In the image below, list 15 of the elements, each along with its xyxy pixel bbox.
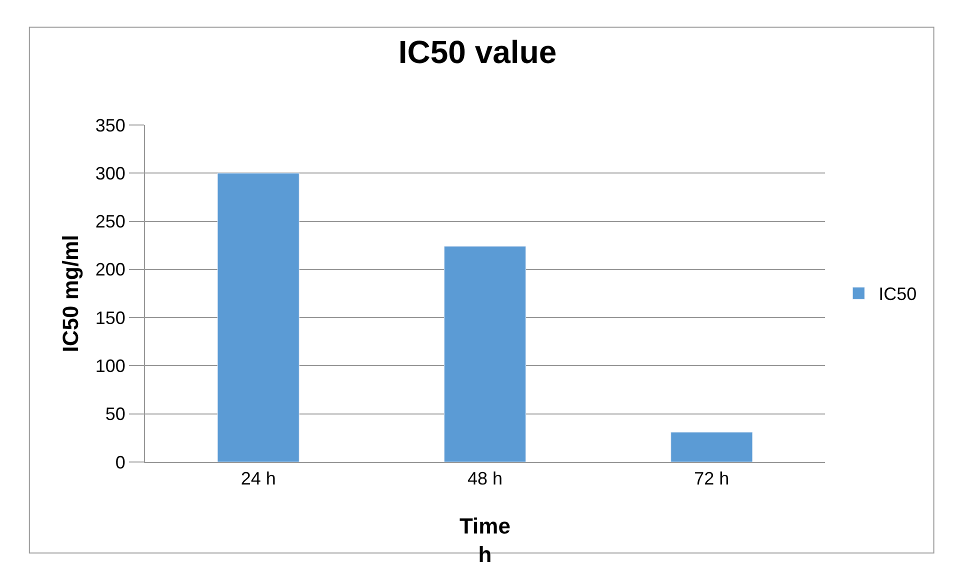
y-axis-title: IC50 mg/ml xyxy=(58,234,84,352)
y-tick-label: 200 xyxy=(95,260,126,280)
y-tick-label: 0 xyxy=(115,452,126,472)
legend-label: IC50 xyxy=(878,284,917,304)
y-tick-label: 150 xyxy=(95,308,126,328)
y-tick-label: 50 xyxy=(105,404,126,424)
y-tick-label: 100 xyxy=(95,356,126,376)
x-axis-title: Time h xyxy=(460,514,510,568)
y-tick-label: 350 xyxy=(95,115,126,136)
y-tick-label: 250 xyxy=(95,212,126,232)
y-tick-label: 300 xyxy=(95,163,126,184)
x-tick-label: 24 h xyxy=(240,468,276,489)
x-tick-label: 72 h xyxy=(694,468,730,489)
chart-title: IC50 value xyxy=(398,34,557,70)
x-tick-label: 48 h xyxy=(467,468,503,489)
